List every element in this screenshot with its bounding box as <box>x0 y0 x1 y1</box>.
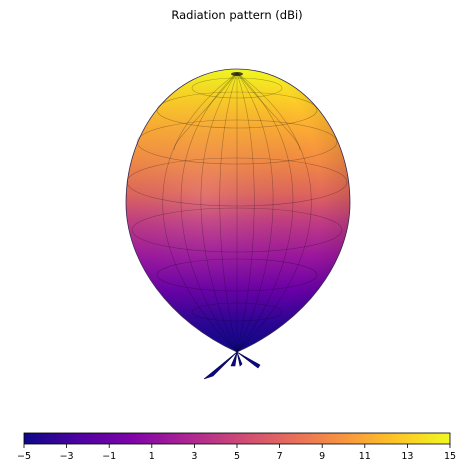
colorbar-gradient <box>23 432 451 445</box>
mesh-meridian <box>219 72 238 353</box>
mesh-meridian <box>173 72 238 151</box>
colorbar: −5 −3 −1 1 3 5 7 9 11 13 15 <box>17 432 456 462</box>
antenna-pattern-surface <box>125 68 351 380</box>
mesh-meridian <box>162 72 238 353</box>
mesh-meridian <box>236 72 255 353</box>
colorbar-tick-label: −1 <box>102 451 116 462</box>
main-lobe-shading <box>126 69 350 352</box>
pattern-apex <box>231 72 243 76</box>
mesh-meridian <box>200 72 238 353</box>
mesh-ring <box>156 91 318 129</box>
mesh-meridian <box>236 72 301 151</box>
mesh-ring <box>191 77 283 99</box>
back-lobe <box>236 351 243 367</box>
colorbar-tick-label: 9 <box>319 451 325 462</box>
surface-mesh <box>126 72 348 353</box>
mesh-ring <box>156 258 318 292</box>
colorbar-tick-label: 11 <box>359 451 371 462</box>
colorbar-tick-label: −5 <box>17 451 31 462</box>
mesh-ring <box>131 207 343 253</box>
mesh-meridian <box>236 72 274 353</box>
colorbar-tick-label: 7 <box>277 451 283 462</box>
mesh-meridian <box>236 72 312 353</box>
colorbar-tick-label: −3 <box>60 451 74 462</box>
colorbar-tick-label: 13 <box>401 451 413 462</box>
mesh-ring <box>126 157 348 207</box>
colorbar-tick-label: 1 <box>149 451 155 462</box>
colorbar-tick-label: 3 <box>191 451 197 462</box>
chart-title: Radiation pattern (dBi) <box>171 8 302 22</box>
mesh-ring <box>136 119 338 165</box>
colorbar-tick-label: 15 <box>444 451 456 462</box>
back-lobe <box>230 351 238 367</box>
mesh-ring <box>191 302 283 322</box>
back-lobe <box>236 351 261 369</box>
colorbar-ticks: −5 −3 −1 1 3 5 7 9 11 13 15 <box>17 444 456 462</box>
back-lobe <box>203 351 238 380</box>
back-lobes <box>203 351 261 380</box>
colorbar-tick-label: 5 <box>234 451 240 462</box>
